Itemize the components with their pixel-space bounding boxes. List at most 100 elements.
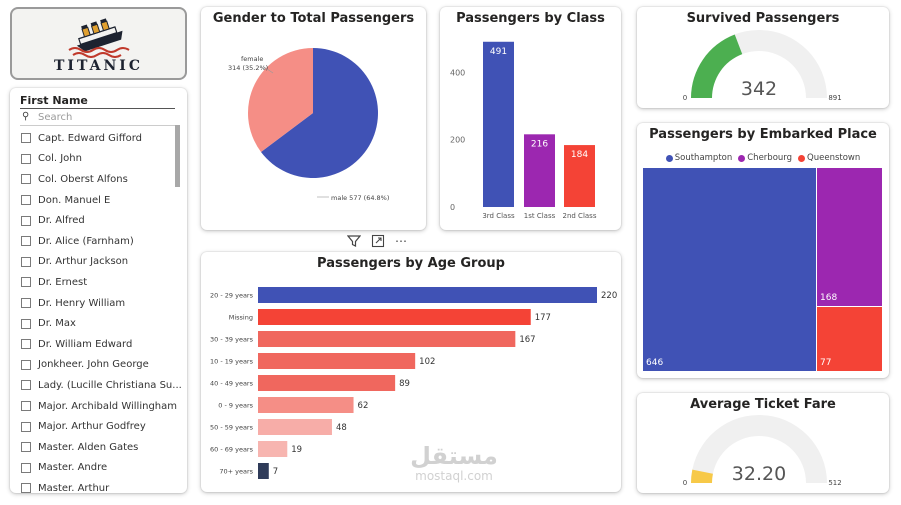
- treemap-tile-southampton[interactable]: 646: [643, 168, 816, 371]
- slicer-item[interactable]: Master. Andre: [21, 458, 181, 479]
- checkbox[interactable]: [21, 215, 31, 226]
- legend-item-cherbourg[interactable]: Cherbourg: [738, 153, 792, 163]
- embarked-card[interactable]: Passengers by Embarked Place Southampton…: [637, 123, 889, 378]
- class-chart-card[interactable]: Passengers by Class 0 200 400 491 3rd Class 2…: [440, 7, 621, 230]
- slicer-item[interactable]: Col. John: [21, 149, 181, 170]
- checkbox[interactable]: [21, 236, 31, 247]
- slicer-item-label: Major. Arthur Godfrey: [38, 421, 146, 433]
- class-bar-0[interactable]: [483, 41, 514, 208]
- checkbox[interactable]: [21, 174, 31, 185]
- age-bar-3[interactable]: [258, 353, 416, 369]
- legend-item-southampton[interactable]: Southampton: [665, 153, 732, 163]
- checkbox[interactable]: [21, 298, 31, 309]
- slicer-search[interactable]: ⚲ Search: [20, 111, 175, 126]
- pie-label-female: female: [241, 55, 263, 63]
- bar-data-label: 167: [519, 335, 535, 345]
- pie-slice-male[interactable]: [260, 48, 378, 179]
- watermark-latin: mostaql.com: [415, 469, 493, 483]
- slicer-item-label: Master. Alden Gates: [38, 441, 139, 453]
- age-bar-4[interactable]: [258, 375, 396, 391]
- slicer-title: First Name: [20, 94, 88, 107]
- slicer-item[interactable]: Dr. William Edward: [21, 334, 181, 355]
- pie-label-male: male 577 (64.8%): [331, 194, 389, 202]
- slicer-item[interactable]: Dr. Arthur Jackson: [21, 252, 181, 273]
- slicer-item[interactable]: Capt. Edward Gifford: [21, 128, 181, 149]
- bar-data-label: 102: [419, 357, 435, 367]
- checkbox[interactable]: [21, 380, 31, 391]
- checkbox[interactable]: [21, 442, 31, 453]
- y-tick-label: 40 - 49 years: [210, 380, 254, 388]
- y-tick-label: 30 - 39 years: [210, 336, 254, 344]
- slicer-item-label: Master. Andre: [38, 462, 108, 474]
- fare-gauge[interactable]: 32.20 0 512: [637, 393, 889, 493]
- checkbox[interactable]: [21, 277, 31, 288]
- class-bar-chart[interactable]: 0 200 400 491 3rd Class 216 1st Class 184 2nd Cl…: [440, 7, 621, 230]
- visual-header-toolbar: ⋯: [347, 232, 407, 250]
- fare-gauge-track: [691, 415, 827, 483]
- age-bar-2[interactable]: [258, 331, 516, 347]
- ship-icon: [68, 18, 130, 58]
- age-bar-1[interactable]: [258, 309, 531, 325]
- class-bar-1[interactable]: [524, 134, 555, 207]
- checkbox[interactable]: [21, 462, 31, 473]
- slicer-item[interactable]: Col. Oberst Alfons: [21, 169, 181, 190]
- slicer-item-label: Major. Archibald Willingham: [38, 400, 178, 412]
- treemap-tile-cherbourg[interactable]: 168: [817, 168, 882, 306]
- fare-gauge-max: 512: [828, 479, 841, 487]
- age-chart-card[interactable]: Passengers by Age Group 20 - 29 years 220…: [201, 252, 621, 492]
- checkbox[interactable]: [21, 421, 31, 432]
- checkbox[interactable]: [21, 359, 31, 370]
- slicer-item[interactable]: Master. Alden Gates: [21, 437, 181, 458]
- slicer-item[interactable]: Master. Arthur: [21, 478, 181, 493]
- survived-gauge-value: 342: [741, 78, 777, 100]
- class-bar-2[interactable]: [564, 145, 595, 207]
- slicer-item[interactable]: Dr. Alfred: [21, 210, 181, 231]
- slicer-scrollbar[interactable]: [175, 125, 180, 187]
- age-bar-0[interactable]: [258, 287, 597, 303]
- age-bar-chart[interactable]: 20 - 29 years 220 Missing 177 30 - 39 years 1…: [201, 252, 621, 492]
- bar-data-label: 184: [571, 150, 588, 160]
- search-placeholder: Search: [38, 112, 73, 123]
- fare-card[interactable]: Average Ticket Fare 32.20 0 512: [637, 393, 889, 493]
- slicer-item[interactable]: Lady. (Lucille Christiana Su...: [21, 375, 181, 396]
- focus-mode-icon[interactable]: [371, 234, 385, 248]
- checkbox[interactable]: [21, 318, 31, 329]
- checkbox[interactable]: [21, 256, 31, 267]
- survived-card[interactable]: Survived Passengers 342 0 891: [637, 7, 889, 108]
- slicer-item-label: Dr. Alice (Farnham): [38, 235, 134, 247]
- bar-data-label: 89: [399, 379, 410, 389]
- age-bar-8[interactable]: [258, 463, 269, 479]
- x-tick-label: 2nd Class: [563, 212, 597, 220]
- checkbox[interactable]: [21, 401, 31, 412]
- legend-item-queenstown[interactable]: Queenstown: [798, 153, 860, 163]
- checkbox[interactable]: [21, 153, 31, 164]
- gender-chart-card[interactable]: Gender to Total Passengers male 577 (64.…: [201, 7, 426, 230]
- slicer-item[interactable]: Dr. Alice (Farnham): [21, 231, 181, 252]
- checkbox[interactable]: [21, 483, 31, 493]
- slicer-item[interactable]: Dr. Max: [21, 313, 181, 334]
- slicer-item-label: Master. Arthur: [38, 482, 110, 493]
- slicer-item[interactable]: Don. Manuel E: [21, 190, 181, 211]
- slicer-item[interactable]: Jonkheer. John George: [21, 355, 181, 376]
- slicer-item[interactable]: Dr. Ernest: [21, 272, 181, 293]
- checkbox[interactable]: [21, 133, 31, 144]
- more-options-icon[interactable]: ⋯: [395, 234, 407, 248]
- age-bar-7[interactable]: [258, 441, 288, 457]
- fare-title: Average Ticket Fare: [690, 397, 836, 412]
- slicer-item-label: Dr. Arthur Jackson: [38, 256, 129, 268]
- age-chart-title: Passengers by Age Group: [317, 256, 505, 271]
- checkbox[interactable]: [21, 195, 31, 206]
- age-bar-6[interactable]: [258, 419, 332, 435]
- survived-gauge[interactable]: 342 0 891: [637, 7, 889, 108]
- treemap-tile-queenstown[interactable]: 77: [817, 307, 882, 371]
- checkbox[interactable]: [21, 339, 31, 350]
- slicer-item[interactable]: Dr. Henry William: [21, 293, 181, 314]
- pie-slice-female[interactable]: [248, 48, 313, 152]
- filter-icon[interactable]: [347, 234, 361, 248]
- slicer-item[interactable]: Major. Arthur Godfrey: [21, 416, 181, 437]
- fare-gauge-fill: [691, 469, 713, 483]
- bar-data-label: 48: [336, 423, 347, 433]
- age-bar-5[interactable]: [258, 397, 354, 413]
- slicer-item[interactable]: Major. Archibald Willingham: [21, 396, 181, 417]
